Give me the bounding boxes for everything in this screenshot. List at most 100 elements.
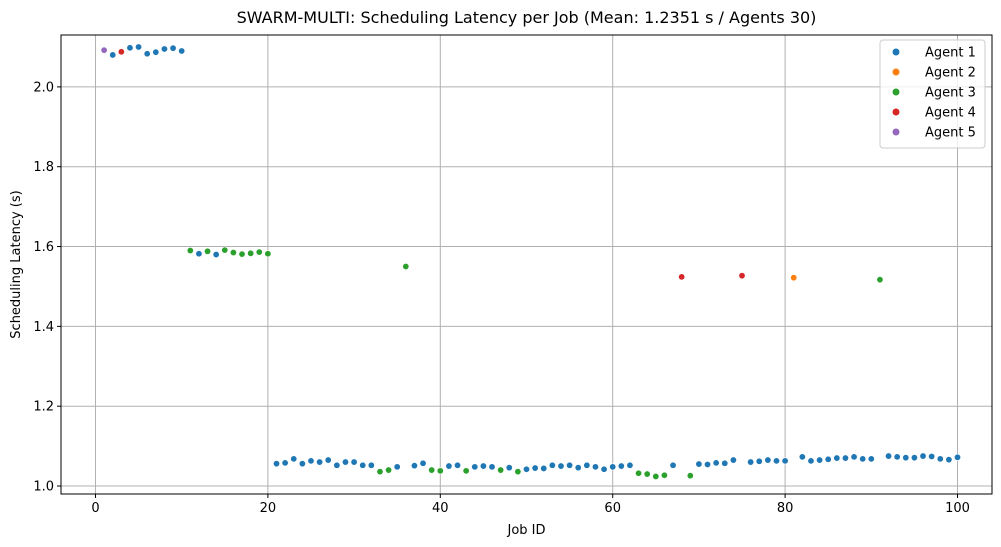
data-point — [117, 48, 125, 56]
data-point — [781, 457, 789, 465]
data-point — [747, 458, 755, 466]
legend-marker — [892, 108, 900, 116]
data-point — [307, 457, 315, 465]
legend-label: Agent 5 — [925, 126, 976, 141]
legend-marker — [892, 48, 900, 56]
data-point — [264, 250, 272, 258]
axis-ticks: 0 20 40 60 80 100 1.0 1.2 1.4 1.6 1.8 2.0 — [33, 80, 970, 516]
data-point — [712, 459, 720, 467]
data-point — [497, 466, 505, 474]
data-point — [772, 457, 780, 465]
y-tick-label: 1.2 — [33, 400, 54, 415]
data-point — [729, 456, 737, 464]
data-point — [514, 468, 522, 476]
data-point — [704, 460, 712, 468]
data-point — [410, 462, 418, 470]
data-point — [798, 453, 806, 461]
data-point — [341, 458, 349, 466]
data-point — [660, 471, 668, 479]
data-point — [540, 464, 548, 472]
data-point — [229, 249, 237, 257]
data-point — [600, 465, 608, 473]
data-point — [885, 452, 893, 460]
data-point — [652, 472, 660, 480]
data-point — [255, 248, 263, 256]
data-point — [669, 461, 677, 469]
data-point — [333, 461, 341, 469]
data-point — [790, 274, 798, 282]
data-point — [238, 250, 246, 258]
data-point — [454, 461, 462, 469]
x-tick-label: 20 — [260, 501, 277, 516]
data-point — [471, 463, 479, 471]
data-point — [919, 452, 927, 460]
data-point — [954, 453, 962, 461]
data-point — [876, 276, 884, 284]
data-point — [816, 456, 824, 464]
data-point — [902, 454, 910, 462]
data-point — [591, 463, 599, 471]
data-point — [393, 463, 401, 471]
data-point — [152, 48, 160, 56]
data-point — [617, 462, 625, 470]
data-point — [859, 455, 867, 463]
data-point — [143, 50, 151, 58]
data-point — [350, 458, 358, 466]
grid — [61, 35, 992, 494]
data-point — [316, 458, 324, 466]
data-point — [807, 457, 815, 465]
data-point — [557, 462, 565, 470]
legend-marker — [892, 88, 900, 96]
legend-label: Agent 1 — [925, 46, 976, 61]
data-point — [428, 466, 436, 474]
data-point — [841, 454, 849, 462]
data-point — [100, 46, 108, 54]
x-tick-label: 60 — [604, 501, 621, 516]
data-point — [402, 262, 410, 270]
y-axis-label: Scheduling Latency (s) — [9, 190, 24, 338]
x-tick-label: 40 — [432, 501, 449, 516]
data-points — [100, 43, 962, 480]
data-point — [324, 456, 332, 464]
data-point — [436, 467, 444, 475]
data-point — [910, 454, 918, 462]
data-point — [212, 251, 220, 259]
legend-label: Agent 2 — [925, 66, 976, 81]
data-point — [643, 470, 651, 478]
data-point — [109, 51, 117, 59]
data-point — [635, 469, 643, 477]
y-tick-label: 2.0 — [33, 80, 54, 95]
data-point — [445, 462, 453, 470]
data-point — [367, 461, 375, 469]
data-point — [376, 468, 384, 476]
legend: Agent 1 Agent 2 Agent 3 Agent 4 Agent 5 — [879, 39, 986, 149]
data-point — [738, 272, 746, 280]
y-tick-label: 1.8 — [33, 160, 54, 175]
legend-marker — [892, 128, 900, 136]
x-tick-label: 80 — [777, 501, 794, 516]
data-point — [204, 247, 212, 255]
data-point — [867, 455, 875, 463]
data-point — [462, 467, 470, 475]
data-point — [479, 462, 487, 470]
data-point — [695, 460, 703, 468]
chart-title: SWARM-MULTI: Scheduling Latency per Job … — [237, 8, 817, 27]
data-point — [247, 249, 255, 257]
data-point — [936, 455, 944, 463]
y-tick-label: 1.0 — [33, 480, 54, 495]
data-point — [928, 452, 936, 460]
data-point — [945, 456, 953, 464]
data-point — [850, 453, 858, 461]
data-point — [531, 464, 539, 472]
data-point — [678, 273, 686, 281]
x-tick-label: 100 — [945, 501, 970, 516]
data-point — [833, 454, 841, 462]
data-point — [583, 461, 591, 469]
x-tick-label: 0 — [91, 501, 99, 516]
y-tick-label: 1.4 — [33, 320, 54, 335]
data-point — [824, 455, 832, 463]
data-point — [385, 466, 393, 474]
legend-frame — [879, 39, 986, 149]
legend-label: Agent 3 — [925, 86, 976, 101]
